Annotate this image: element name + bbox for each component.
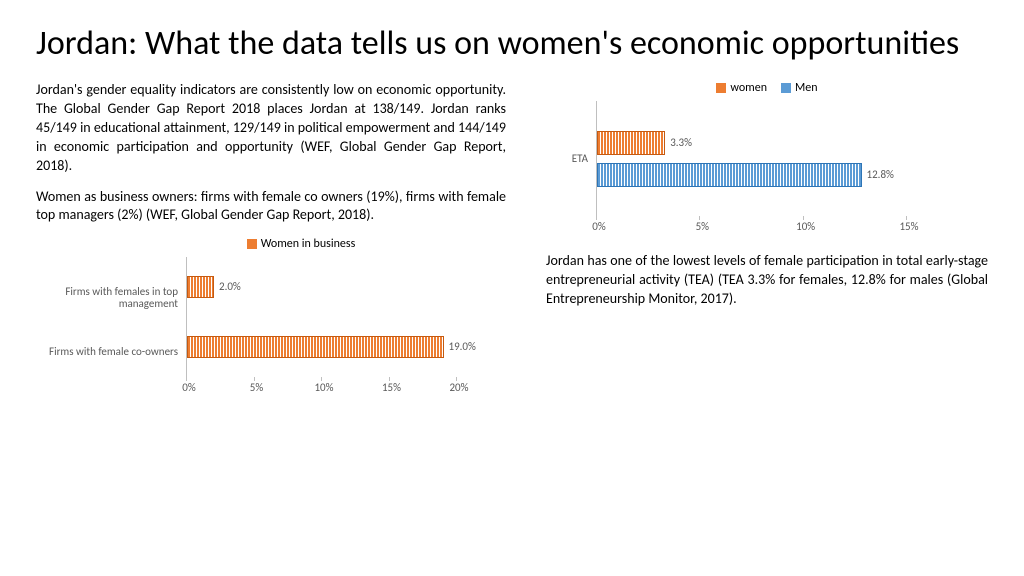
chart1-xtick-label: 15% (377, 381, 407, 394)
chart2-xtick-mark (803, 216, 804, 220)
page-title: Jordan: What the data tells us on women'… (36, 24, 988, 63)
paragraph-business-owners: Women as business owners: firms with fem… (36, 188, 506, 226)
chart2-bar-label-women: 3.3% (670, 136, 692, 149)
chart1-legend: Women in business (96, 237, 506, 251)
chart2-legend-item-men: Men (781, 81, 818, 95)
chart-women-in-business: Women in business 0% 5% 10% 15% 20% 2.0% Firms… (36, 237, 506, 397)
chart1-legend-label: Women in business (261, 237, 356, 251)
chart2-xtick-mark (596, 216, 597, 220)
chart2-xtick-label: 10% (791, 220, 821, 233)
chart2-bar-women (597, 131, 665, 155)
chart2-xtick-label: 5% (687, 220, 717, 233)
chart1-bar-label: 2.0% (219, 280, 241, 293)
chart1-xtick-label: 5% (242, 381, 272, 394)
chart2-legend-label-men: Men (795, 81, 818, 95)
chart2-xtick-label: 0% (584, 220, 614, 233)
chart1-xtick-mark (254, 377, 255, 381)
chart1-y-axis (186, 257, 187, 377)
chart1-category-label: Firms with female co-owners (36, 346, 178, 358)
chart1-xtick-mark (389, 377, 390, 381)
chart1-xtick-mark (321, 377, 322, 381)
chart2-y-axis (596, 101, 597, 216)
paragraph-gender-gap: Jordan's gender equality indicators are … (36, 81, 506, 175)
chart2-xtick-label: 15% (894, 220, 924, 233)
chart1-plot: 0% 5% 10% 15% 20% 2.0% Firms with females in t… (36, 257, 506, 397)
chart2-plot: 0% 5% 10% 15% ETA 3.3% 12.8% (546, 101, 956, 236)
paragraph-tea: Jordan has one of the lowest levels of f… (546, 252, 988, 309)
two-column-layout: Jordan's gender equality indicators are … (36, 81, 988, 397)
chart2-legend-label-women: women (730, 81, 767, 95)
chart2-legend: women Men (546, 81, 988, 95)
chart2-bar-label-men: 12.8% (867, 168, 894, 181)
chart2-legend-swatch-women (716, 83, 726, 93)
left-column: Jordan's gender equality indicators are … (36, 81, 506, 397)
chart1-bar-label: 19.0% (449, 340, 476, 353)
chart-eta: women Men 0% 5% 10% 15% ETA 3.3% 12.8% (546, 81, 988, 236)
chart2-xtick-mark (906, 216, 907, 220)
chart1-category-label: Firms with females in top management (36, 286, 178, 310)
chart1-xtick-label: 10% (309, 381, 339, 394)
chart1-xtick-mark (186, 377, 187, 381)
chart1-bar (187, 276, 214, 298)
chart2-legend-swatch-men (781, 83, 791, 93)
chart1-legend-swatch (247, 239, 257, 249)
chart1-xtick-mark (456, 377, 457, 381)
chart1-xtick-label: 20% (444, 381, 474, 394)
chart1-xtick-label: 0% (174, 381, 204, 394)
chart2-bar-men (597, 163, 862, 187)
chart1-legend-item: Women in business (247, 237, 356, 251)
chart2-category-label: ETA (546, 152, 588, 165)
right-column: women Men 0% 5% 10% 15% ETA 3.3% 12.8% Jordan … (546, 81, 988, 397)
chart2-xtick-mark (699, 216, 700, 220)
chart1-bar (187, 336, 444, 358)
chart2-legend-item-women: women (716, 81, 767, 95)
